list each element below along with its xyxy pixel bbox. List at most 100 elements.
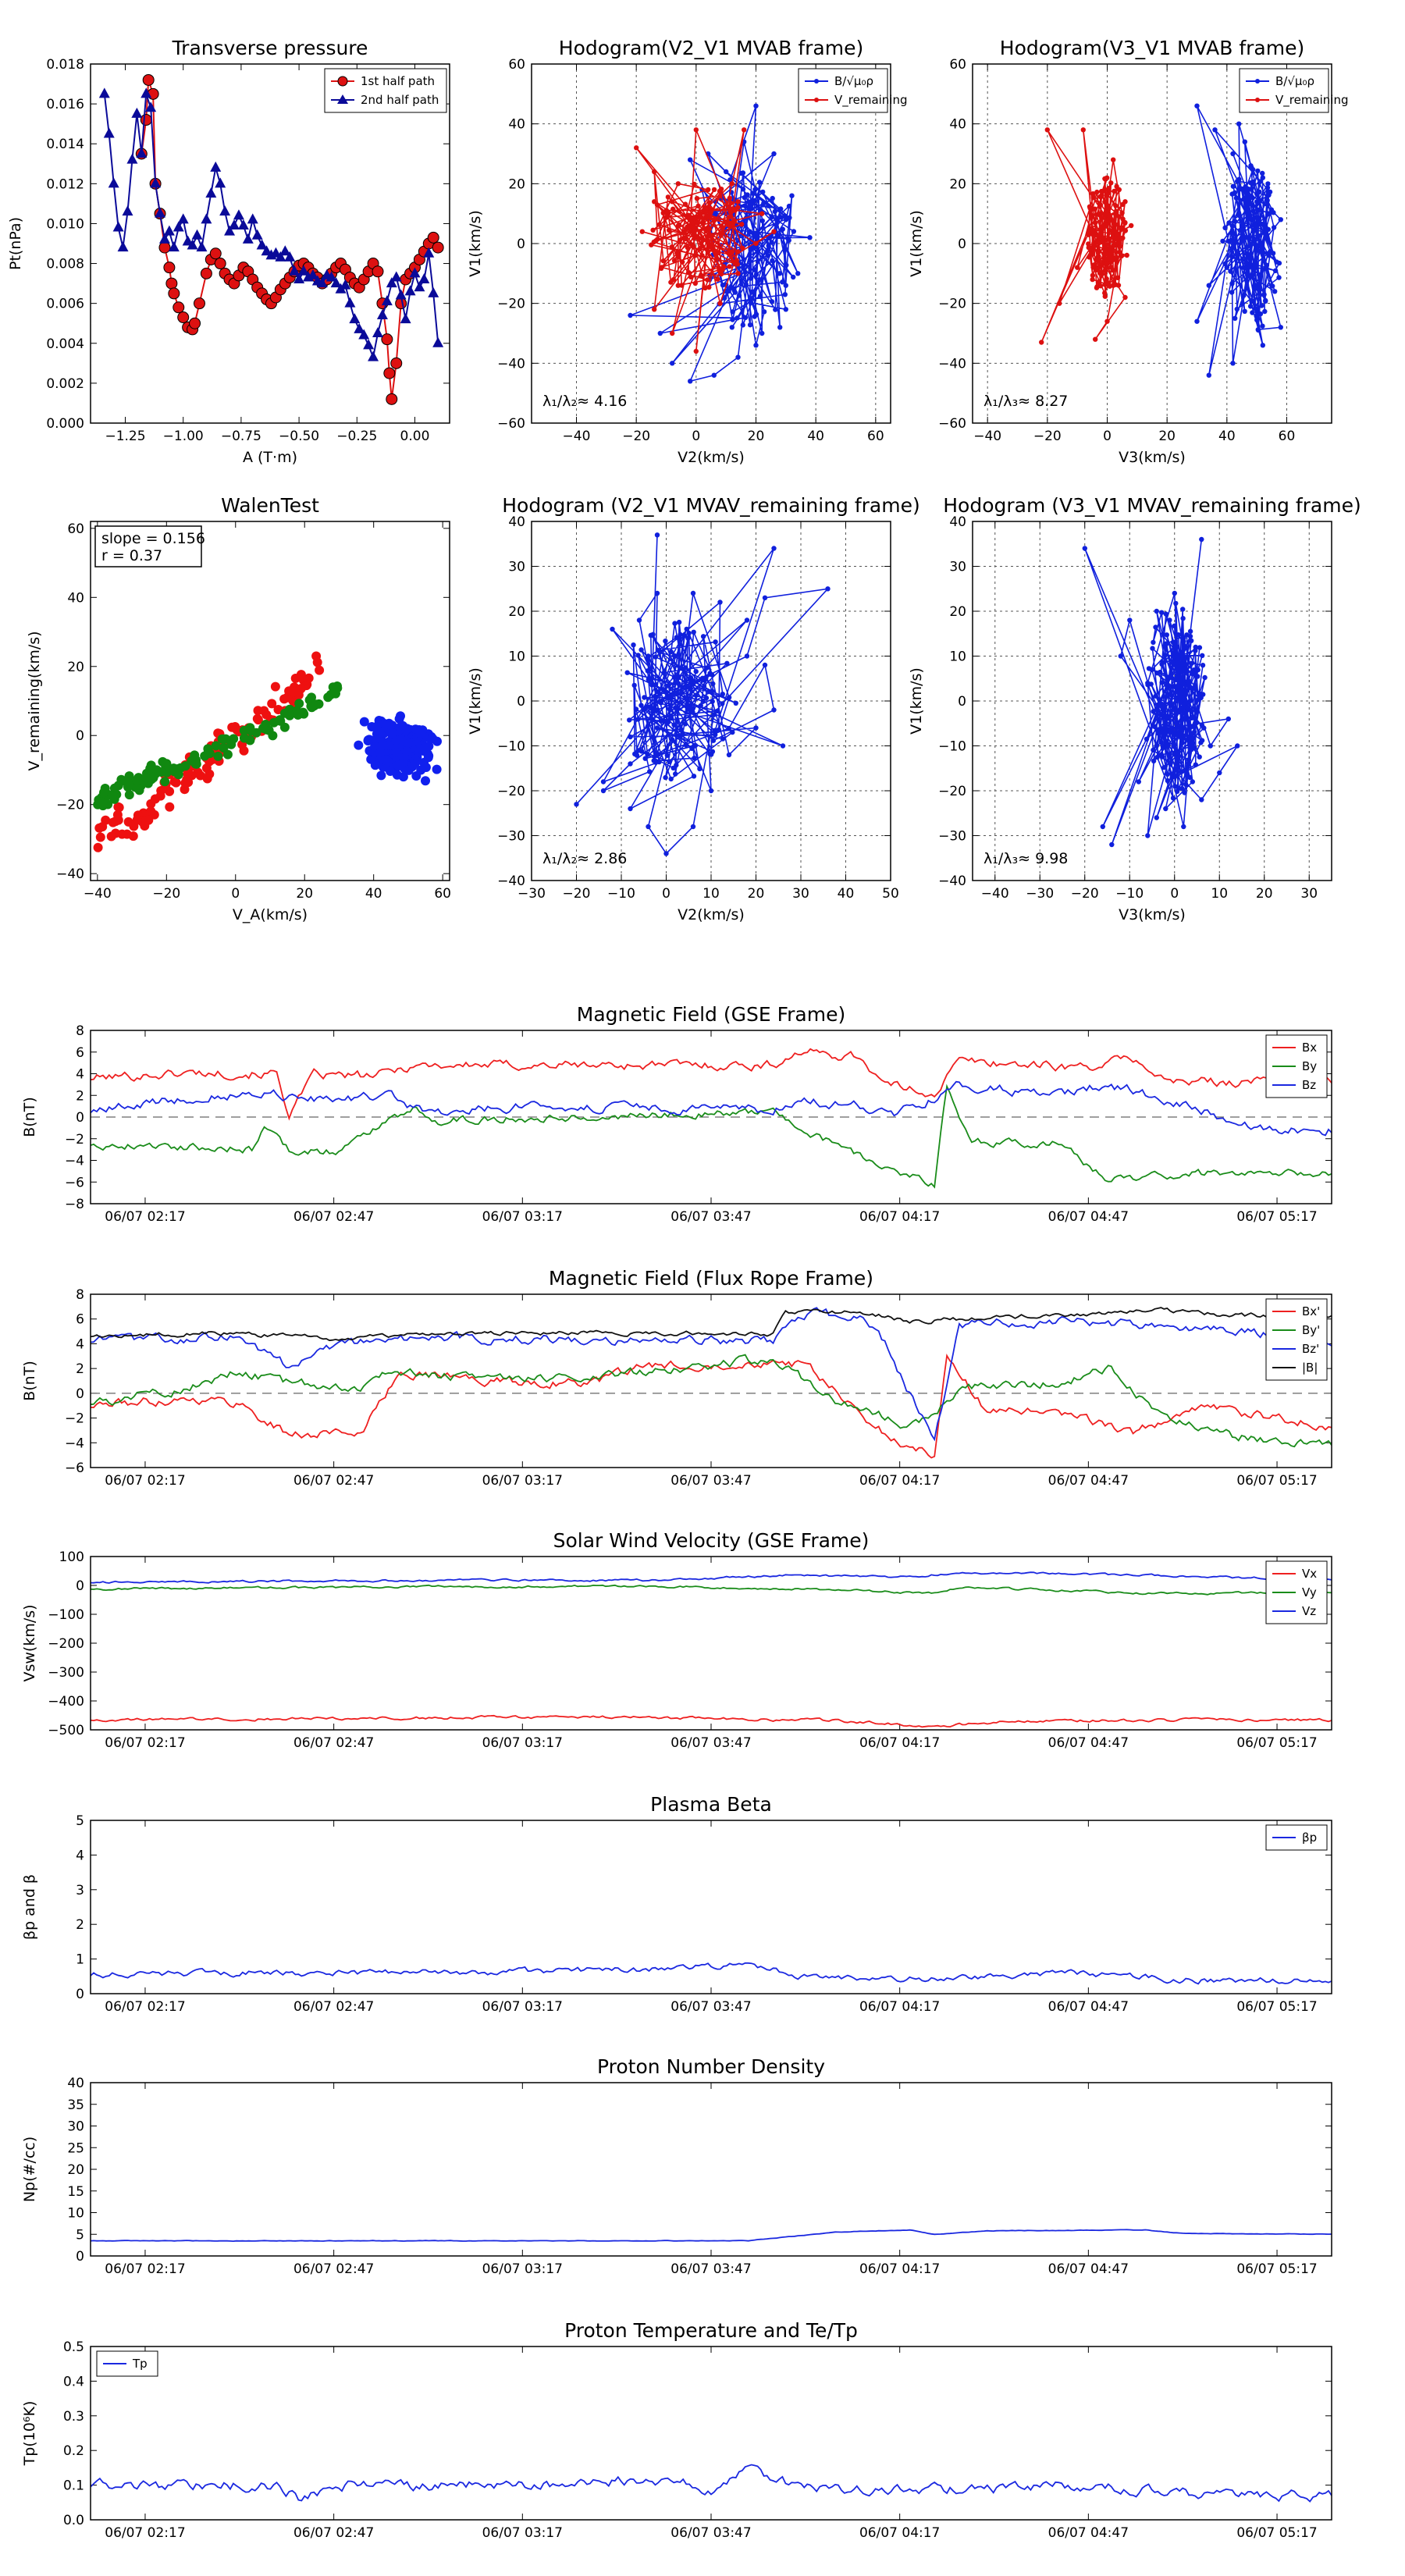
data-point [1164,632,1170,638]
data-point [1259,221,1264,227]
data-point [730,729,735,735]
data-point [289,687,299,697]
data-point [1236,212,1242,218]
data-point [654,590,660,596]
data-point [720,692,725,697]
data-point [189,317,201,329]
data-point [807,235,813,240]
y-tick-label: 20 [508,604,525,620]
data-point [726,752,732,758]
hodogram-trace [575,535,830,855]
y-tick-label: −60 [497,416,525,432]
y-axis-label: V1(km/s) [908,667,925,735]
data-point [652,307,657,312]
data-point [1246,273,1251,279]
data-point [1232,190,1238,195]
y-axis-label: B(nT) [21,1361,38,1401]
data-point [660,258,667,264]
data-point [1170,660,1176,665]
legend-label: Bx [1302,1041,1317,1055]
data-point [1265,181,1271,187]
data-point [774,232,781,238]
hodogram-trace [1196,105,1282,375]
data-point [316,277,328,288]
data-point [1113,208,1119,214]
data-point [1179,656,1186,662]
x-tick-label: 60 [867,429,884,444]
x-tick-label: 06/07 02:47 [293,1473,374,1489]
data-point [1146,666,1152,671]
data-point [1176,696,1181,702]
data-point [668,776,674,782]
data-point [691,629,696,635]
data-point [294,699,304,709]
data-point [791,274,796,280]
legend-label: Vx [1302,1567,1317,1581]
y-tick-label: 40 [67,590,84,606]
data-point [765,253,770,258]
data-point [173,221,184,232]
data-point [1090,272,1096,278]
chart-title: Hodogram(V2_V1 MVAB frame) [559,37,863,59]
data-point [1104,205,1111,210]
data-point [1104,318,1110,324]
data-point [1165,771,1170,777]
data-point [786,203,792,209]
x-tick-label: 06/07 03:47 [670,1735,751,1751]
data-point [1104,261,1111,266]
data-point [755,230,760,236]
data-point [712,728,718,733]
x-tick-label: −40 [973,429,1001,444]
data-point [1155,707,1161,713]
data-point [783,283,788,288]
data-point [1100,824,1106,830]
data-point [1167,760,1172,766]
data-point [699,253,705,258]
data-point [1224,265,1230,270]
data-point [1192,745,1197,750]
data-point [379,718,389,728]
data-point [1117,249,1122,255]
data-point [685,212,692,218]
data-point [708,788,714,794]
data-point [717,194,723,199]
data-point [1090,276,1095,283]
data-point [268,731,278,741]
x-tick-label: 0 [1103,429,1112,444]
data-point [714,708,720,713]
data-point [386,393,398,405]
data-point [766,203,771,208]
data-point [1187,685,1193,690]
data-point [648,632,653,638]
x-tick-label: 10 [1211,886,1228,902]
data-point [735,199,741,205]
data-point [769,214,774,220]
data-point [687,223,693,229]
data-point [1090,191,1096,197]
data-point [1115,236,1120,241]
data-point [1183,661,1189,667]
data-point [1189,715,1194,720]
data-point [689,710,695,715]
x-tick-label: −30 [518,886,546,902]
data-point [744,653,750,659]
data-point [742,194,748,201]
y-axis-label: βp and β [21,1874,38,1940]
y-tick-label: 35 [67,2097,84,2113]
chart-title: Plasma Beta [650,1793,772,1816]
data-point [668,716,674,721]
data-point [126,153,138,164]
x-tick-label: 06/07 02:17 [105,2261,185,2277]
x-tick-label: 06/07 02:17 [105,1735,185,1751]
data-point [106,831,116,841]
chart-title: Magnetic Field (Flux Rope Frame) [549,1267,873,1290]
x-tick-label: −20 [1033,429,1062,444]
data-point [1166,683,1172,688]
data-point [771,151,777,157]
data-point [214,258,226,270]
fit-annotation-box [94,525,202,568]
data-point [432,241,444,254]
y-tick-label: 6 [76,1312,84,1328]
data-point [298,265,310,276]
